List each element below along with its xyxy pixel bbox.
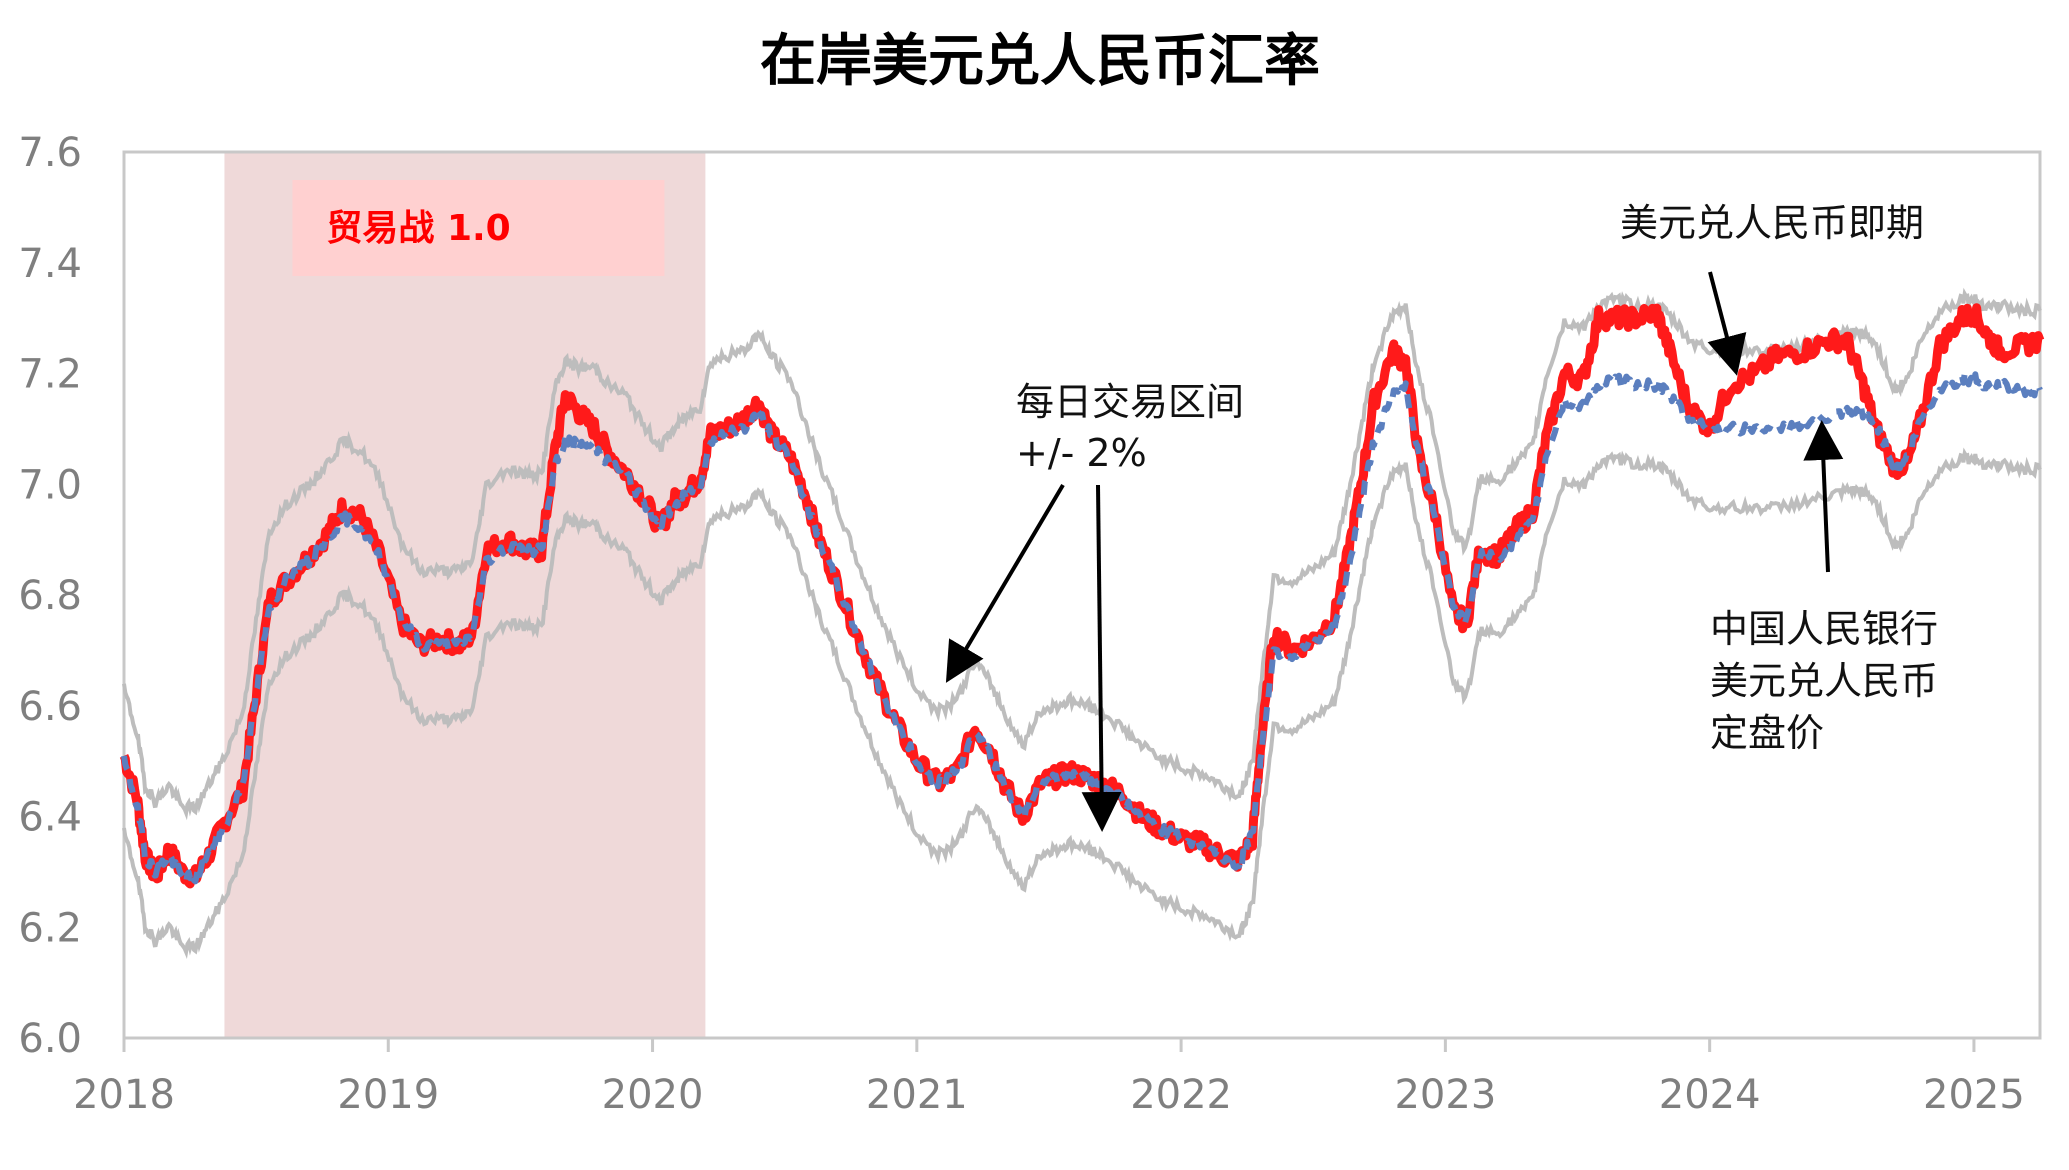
fix-label-line3: 定盘价 — [1710, 711, 1824, 755]
band-upper-line — [122, 287, 2042, 821]
y-tick-label: 6.8 — [18, 573, 82, 619]
band-label-line1: 每日交易区间 — [1016, 380, 1244, 424]
spot-arrow — [1707, 271, 1747, 376]
x-tick-label: 2022 — [1130, 1072, 1232, 1118]
y-axis: 6.0 6.2 6.4 6.6 6.8 7.0 7.2 7.4 7.6 — [18, 130, 82, 1062]
x-tick-label: 2023 — [1394, 1072, 1496, 1118]
fix-label-line2: 美元兑人民币 — [1710, 659, 1938, 703]
y-tick-label: 7.0 — [18, 462, 82, 508]
x-axis: 2018 2019 2020 2021 2022 2023 2024 2025 — [73, 1038, 2025, 1118]
band-arrow-lower — [1081, 484, 1122, 832]
x-tick-label: 2025 — [1923, 1072, 2025, 1118]
fix-arrow — [1803, 420, 1844, 573]
band-label-line2: +/- 2% — [1016, 431, 1147, 475]
x-tick-label: 2024 — [1659, 1072, 1761, 1118]
x-tick-label: 2018 — [73, 1072, 175, 1118]
y-tick-label: 6.4 — [18, 795, 82, 841]
trade-war-shaded-region — [224, 152, 706, 1038]
y-tick-label: 6.2 — [18, 905, 82, 951]
y-tick-label: 7.2 — [18, 352, 82, 398]
y-tick-label: 7.4 — [18, 241, 82, 287]
x-tick-label: 2020 — [602, 1072, 704, 1118]
x-tick-label: 2021 — [866, 1072, 968, 1118]
x-tick-label: 2019 — [337, 1072, 439, 1118]
spot-label: 美元兑人民币即期 — [1620, 201, 1924, 245]
plot-frame — [122, 150, 2042, 1040]
chart-title: 在岸美元兑人民币汇率 — [760, 29, 1320, 94]
band-lower-line — [122, 447, 2042, 960]
y-tick-label: 7.6 — [18, 130, 82, 176]
y-tick-label: 6.6 — [18, 684, 82, 730]
band-arrow-upper — [945, 483, 1065, 683]
trade-war-label: 贸易战 1.0 — [326, 208, 510, 249]
fix-label-line1: 中国人民银行 — [1710, 607, 1938, 651]
y-tick-label: 6.0 — [18, 1016, 82, 1062]
pboc-fix-line — [121, 370, 2043, 886]
trade-war-label-box — [292, 180, 665, 276]
